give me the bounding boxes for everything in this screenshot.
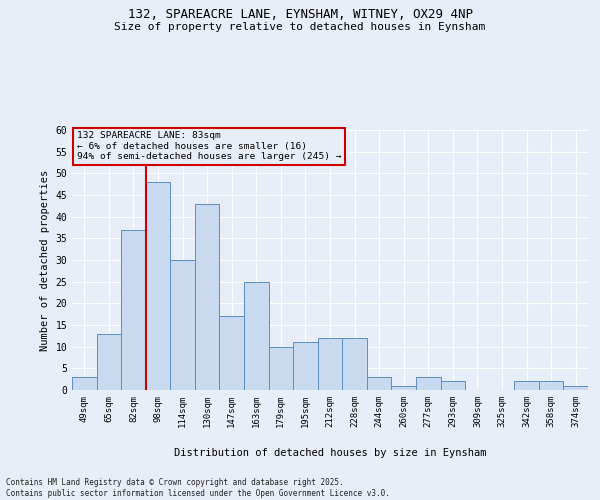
Bar: [367, 377, 391, 390]
Bar: [416, 377, 440, 390]
Bar: [318, 338, 342, 390]
Bar: [440, 382, 465, 390]
Text: Distribution of detached houses by size in Eynsham: Distribution of detached houses by size …: [174, 448, 486, 458]
Bar: [269, 346, 293, 390]
Text: 132, SPAREACRE LANE, EYNSHAM, WITNEY, OX29 4NP: 132, SPAREACRE LANE, EYNSHAM, WITNEY, OX…: [128, 8, 473, 20]
Bar: [563, 386, 588, 390]
Text: Size of property relative to detached houses in Eynsham: Size of property relative to detached ho…: [115, 22, 485, 32]
Bar: [220, 316, 244, 390]
Bar: [121, 230, 146, 390]
Bar: [514, 382, 539, 390]
Bar: [195, 204, 220, 390]
Text: Contains HM Land Registry data © Crown copyright and database right 2025.
Contai: Contains HM Land Registry data © Crown c…: [6, 478, 390, 498]
Bar: [170, 260, 195, 390]
Text: 132 SPAREACRE LANE: 83sqm
← 6% of detached houses are smaller (16)
94% of semi-d: 132 SPAREACRE LANE: 83sqm ← 6% of detach…: [77, 132, 341, 161]
Bar: [342, 338, 367, 390]
Bar: [97, 334, 121, 390]
Y-axis label: Number of detached properties: Number of detached properties: [40, 170, 50, 350]
Bar: [539, 382, 563, 390]
Bar: [244, 282, 269, 390]
Bar: [391, 386, 416, 390]
Bar: [293, 342, 318, 390]
Bar: [72, 377, 97, 390]
Bar: [146, 182, 170, 390]
